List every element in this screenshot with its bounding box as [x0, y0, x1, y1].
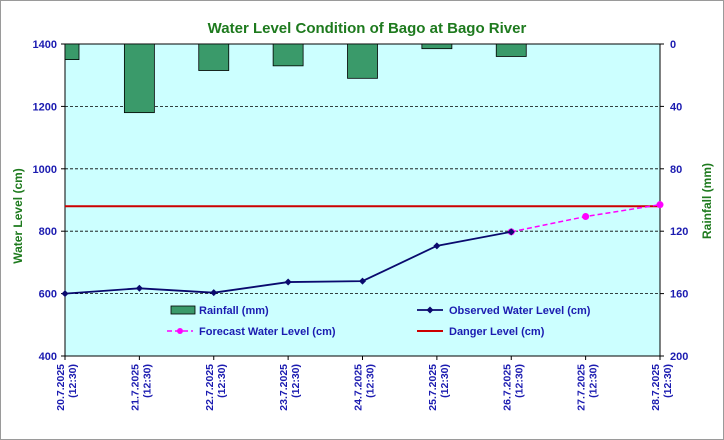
y-right-tick-label: 120 — [670, 226, 688, 238]
y-left-tick-label: 1200 — [33, 101, 57, 113]
x-tick-label: 20.7.2025(12:30) — [55, 364, 79, 411]
rainfall-bar — [64, 43, 80, 61]
y-right-tick-label: 40 — [670, 101, 682, 113]
y-right-tick-label: 160 — [670, 289, 688, 301]
y-right-tick-label: 80 — [670, 164, 682, 176]
rainfall-bar — [272, 43, 304, 67]
legend-swatch-rainfall — [170, 305, 196, 315]
x-tick-time: (12:30) — [365, 364, 377, 398]
observed-point — [507, 228, 515, 236]
x-tick-date: 24.7.2025 — [353, 364, 365, 411]
x-tick-label: 25.7.2025(12:30) — [427, 364, 451, 411]
rainfall-bar — [198, 43, 230, 71]
observed-point — [284, 278, 292, 286]
x-tick-date: 20.7.2025 — [55, 364, 67, 411]
x-tick-date: 26.7.2025 — [501, 364, 513, 411]
y-left-tick-label: 1000 — [33, 164, 57, 176]
x-tick-time: (12:30) — [588, 364, 600, 398]
forecast-point — [582, 213, 590, 221]
x-tick-date: 22.7.2025 — [204, 364, 216, 411]
plot-background — [64, 43, 661, 357]
legend-label: Rainfall (mm) — [199, 305, 269, 317]
chart-legend: Rainfall (mm) Observed Water Level (cm) Fo… — [167, 305, 591, 338]
x-tick-time: (12:30) — [67, 364, 79, 398]
observed-point — [433, 242, 441, 250]
observed-point — [61, 290, 69, 298]
observed-point — [210, 289, 218, 297]
legend-marker-forecast — [177, 328, 183, 334]
y-right-tick-label: 0 — [670, 39, 676, 51]
x-tick-label: 24.7.2025(12:30) — [353, 364, 377, 411]
x-tick-date: 27.7.2025 — [576, 364, 588, 411]
x-tick-time: (12:30) — [216, 364, 228, 398]
plot-area: 1400 1200 1000 800 600 400 0 40 80 120 160 200 20.7.… — [33, 39, 689, 411]
chart-title: Water Level Condition of Bago at Bago Ri… — [208, 20, 527, 37]
y-axis-right-label: Rainfall (mm) — [700, 163, 714, 239]
x-tick-label: 27.7.2025(12:30) — [576, 364, 600, 411]
forecast-point — [656, 201, 664, 209]
x-tick-time: (12:30) — [141, 364, 153, 398]
x-tick-time: (12:30) — [290, 364, 302, 398]
x-tick-label: 28.7.2025(12:30) — [650, 364, 674, 411]
x-tick-label: 23.7.2025(12:30) — [278, 364, 302, 411]
rainfall-bar — [495, 43, 527, 57]
rainfall-bar — [347, 43, 378, 79]
y-left-tick-label: 1400 — [33, 39, 57, 51]
x-tick-time: (12:30) — [513, 364, 525, 398]
y-right-tick-label: 200 — [670, 351, 688, 363]
y-axis-left-label: Water Level (cm) — [11, 168, 25, 264]
x-tick-date: 28.7.2025 — [650, 364, 662, 411]
x-tick-label: 21.7.2025(12:30) — [129, 364, 153, 411]
rainfall-bar — [123, 43, 155, 114]
observed-point — [135, 284, 143, 292]
legend-marker-observed — [426, 306, 434, 314]
legend-label: Danger Level (cm) — [449, 326, 545, 338]
observed-point — [359, 277, 366, 285]
x-tick-time: (12:30) — [439, 364, 451, 398]
x-tick-date: 25.7.2025 — [427, 364, 439, 411]
rainfall-bar — [421, 43, 453, 50]
x-tick-time: (12:30) — [662, 364, 674, 398]
x-tick-label: 22.7.2025(12:30) — [204, 364, 228, 411]
x-tick-date: 21.7.2025 — [129, 364, 141, 411]
legend-label: Forecast Water Level (cm) — [199, 326, 336, 338]
y-left-tick-label: 800 — [39, 226, 57, 238]
y-left-tick-label: 400 — [39, 351, 57, 363]
y-left-tick-label: 600 — [39, 289, 57, 301]
legend-label: Observed Water Level (cm) — [449, 305, 591, 317]
x-tick-date: 23.7.2025 — [278, 364, 290, 411]
x-tick-label: 26.7.2025(12:30) — [501, 364, 525, 411]
